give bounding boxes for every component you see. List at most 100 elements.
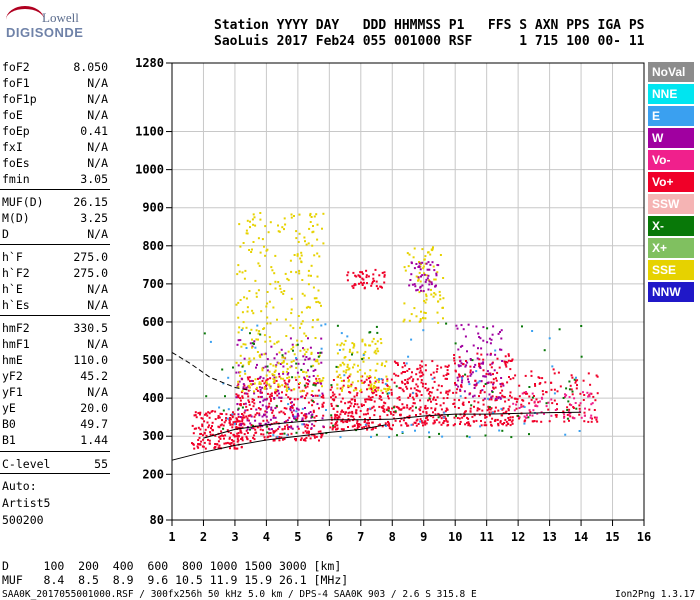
- echo-point: [277, 230, 280, 233]
- echo-point: [268, 370, 271, 373]
- echo-point: [273, 371, 276, 373]
- echo-point: [409, 393, 412, 396]
- echo-point: [502, 395, 505, 398]
- echo-point: [233, 413, 236, 416]
- echo-point: [228, 436, 231, 439]
- echo-point: [216, 443, 219, 446]
- echo-point: [507, 417, 510, 419]
- echo-point: [313, 424, 316, 427]
- echo-point: [366, 422, 369, 425]
- echo-point: [305, 243, 308, 246]
- echo-point: [395, 385, 398, 388]
- echo-point: [381, 286, 383, 289]
- echo-point: [448, 389, 451, 392]
- echo-point: [199, 443, 202, 446]
- echo-point: [418, 266, 421, 268]
- echo-point: [578, 410, 581, 413]
- echo-point: [316, 275, 319, 278]
- param-name: foF1p: [2, 92, 37, 106]
- echo-point: [342, 370, 345, 373]
- echo-point: [420, 263, 422, 265]
- echo-point: [249, 332, 251, 335]
- echo-point: [279, 287, 282, 290]
- echo-point: [423, 272, 425, 275]
- echo-point: [454, 342, 457, 345]
- echo-point: [308, 412, 310, 415]
- echo-point: [400, 424, 403, 427]
- echo-point: [388, 392, 391, 395]
- echo-point: [502, 384, 505, 387]
- echo-point: [260, 433, 263, 436]
- echo-point: [207, 426, 210, 429]
- echo-point: [303, 423, 305, 426]
- echo-point: [350, 398, 353, 401]
- echo-point: [248, 361, 251, 363]
- echo-point: [464, 365, 467, 368]
- echo-point: [419, 413, 422, 416]
- echo-point: [330, 386, 333, 389]
- echo-point: [318, 354, 321, 357]
- echo-point: [334, 396, 337, 399]
- echo-point: [336, 343, 339, 346]
- echo-point: [274, 416, 277, 419]
- echo-point: [408, 284, 411, 287]
- echo-point: [259, 388, 262, 391]
- echo-point: [250, 424, 253, 426]
- echo-point: [351, 412, 354, 415]
- echo-point: [331, 394, 334, 397]
- echo-point: [408, 319, 411, 322]
- echo-point: [255, 431, 258, 434]
- echo-point: [246, 417, 249, 420]
- echo-point: [380, 378, 383, 380]
- echo-point: [249, 380, 251, 383]
- echo-point: [515, 400, 518, 403]
- echo-point: [317, 355, 320, 358]
- echo-point: [495, 395, 498, 398]
- echo-point: [252, 383, 255, 385]
- echo-point: [489, 408, 492, 411]
- echo-point: [420, 379, 423, 381]
- echo-point: [322, 377, 325, 379]
- echo-point: [291, 343, 294, 346]
- echo-point: [280, 436, 283, 439]
- echo-point: [460, 324, 463, 327]
- echo-point: [304, 425, 307, 428]
- echo-point: [191, 424, 194, 427]
- echo-point: [208, 412, 211, 415]
- echo-point: [243, 433, 246, 436]
- echo-point: [384, 422, 387, 425]
- echo-point: [268, 402, 271, 405]
- param-name: h`Es: [2, 298, 30, 312]
- echo-point: [336, 405, 339, 408]
- echo-point: [330, 422, 333, 425]
- echo-point: [371, 428, 374, 431]
- param-value: N/A: [87, 156, 108, 170]
- echo-point: [390, 388, 393, 391]
- param-row: M(D) 3.25: [2, 211, 108, 225]
- echo-point: [396, 397, 399, 400]
- param-row: foF1p N/A: [2, 92, 108, 106]
- echo-point: [243, 296, 246, 299]
- echo-point: [269, 363, 272, 366]
- echo-point: [514, 374, 517, 377]
- echo-point: [373, 351, 376, 354]
- echo-point: [501, 382, 504, 385]
- echo-point: [523, 415, 526, 418]
- echo-point: [510, 436, 513, 439]
- echo-point: [252, 241, 255, 243]
- echo-point: [335, 421, 338, 424]
- echo-point: [359, 369, 362, 371]
- echo-point: [302, 431, 305, 434]
- legend-item-ssw: SSW: [648, 194, 694, 214]
- echo-point: [273, 272, 276, 275]
- echo-point: [245, 435, 248, 438]
- echo-point: [543, 349, 546, 352]
- echo-point: [385, 390, 388, 393]
- echo-point: [386, 387, 389, 390]
- echo-point: [474, 379, 477, 382]
- echo-point: [366, 388, 368, 391]
- echo-point: [500, 337, 503, 340]
- echo-point: [442, 416, 445, 419]
- echo-point: [239, 362, 242, 364]
- echo-point: [439, 391, 442, 394]
